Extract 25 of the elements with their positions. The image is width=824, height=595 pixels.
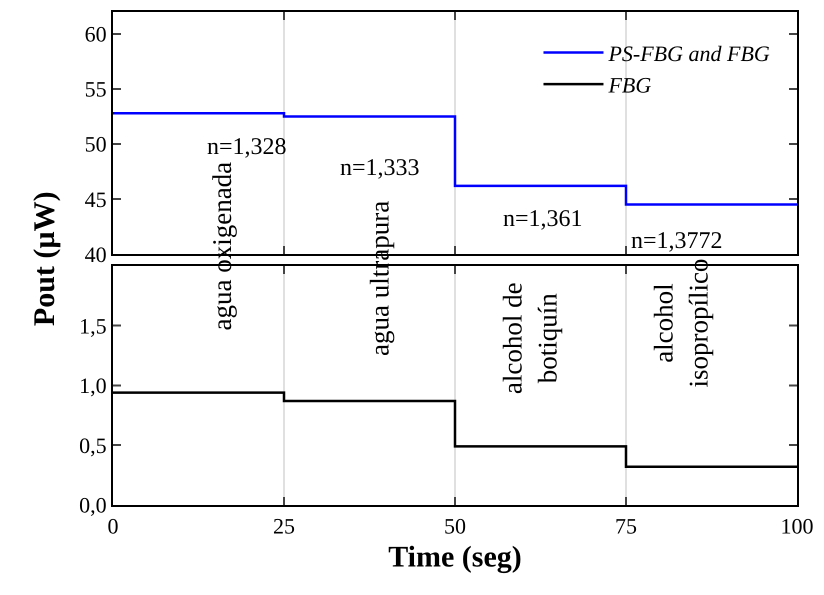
y-axis-title: Pout (µW)	[28, 191, 62, 326]
annotation: agua oxigenada	[207, 162, 238, 331]
y-tick-label: 0,5	[79, 432, 107, 458]
legend-label: PS-FBG and FBG	[607, 41, 770, 66]
annotation: n=1,361	[503, 206, 583, 232]
annotation: alcohol de botiquín	[497, 282, 562, 394]
y-tick-label: 45	[84, 186, 107, 212]
y-tick-label: 1,5	[79, 313, 107, 338]
x-axis-title: Time (seg)	[388, 540, 522, 574]
y-tick-label: 55	[84, 76, 107, 102]
annotation: n=1,3772	[631, 228, 723, 254]
x-tick-label: 50	[444, 513, 466, 538]
y-tick-label: 60	[84, 22, 107, 47]
annotation: alcohol isopropílico	[648, 258, 714, 388]
annotation: n=1,328	[207, 134, 287, 160]
x-tick-label: 75	[615, 513, 637, 538]
x-tick-label: 0	[108, 513, 118, 538]
x-tick-label: 100	[780, 513, 814, 538]
legend-label: FBG	[607, 72, 652, 98]
x-tick-label: 25	[273, 513, 295, 538]
y-tick-label: 1,0	[79, 373, 107, 398]
y-tick-label: 50	[84, 132, 107, 157]
y-tick-label: 40	[84, 242, 107, 267]
y-tick-label: 0,0	[79, 492, 107, 518]
annotation: n=1,333	[340, 155, 420, 181]
